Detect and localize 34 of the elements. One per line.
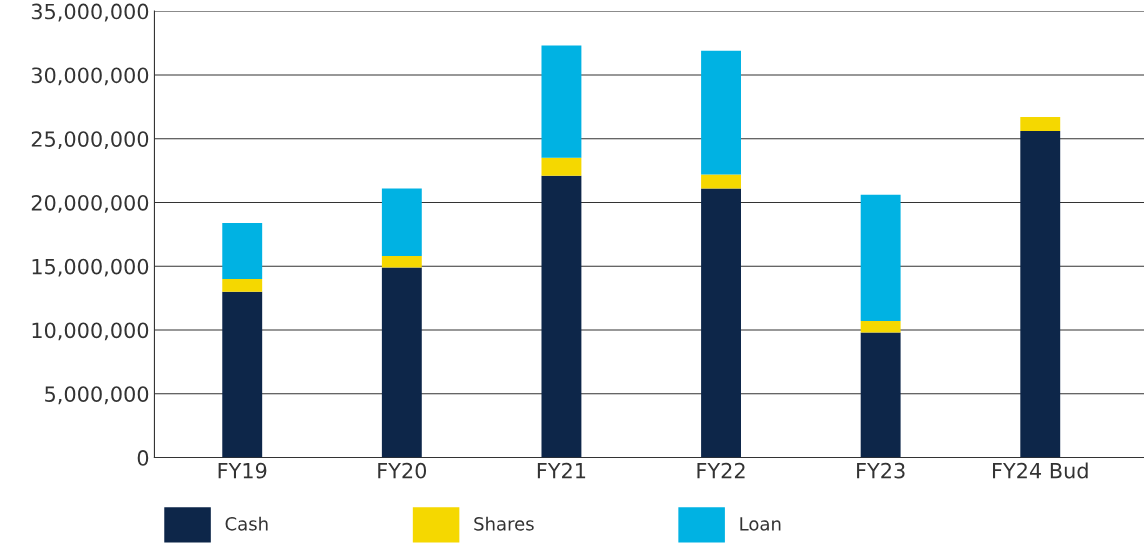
bar <box>701 188 741 458</box>
x-tick-label: FY20 <box>378 462 427 479</box>
bar <box>541 175 582 458</box>
bar <box>1020 131 1061 458</box>
bar <box>1020 117 1061 132</box>
bar <box>222 222 263 279</box>
bar <box>701 50 741 175</box>
bar <box>860 194 901 322</box>
y-tick-label: 10,000,000 <box>32 322 149 341</box>
bar <box>222 279 263 292</box>
y-tick-label: 25,000,000 <box>31 131 149 150</box>
y-tick-label: 0 <box>137 450 149 466</box>
x-tick-label: FY24 Bud <box>993 462 1088 479</box>
bar <box>860 321 901 333</box>
bar <box>701 174 741 189</box>
bar <box>541 157 582 176</box>
x-tick-label: FY21 <box>537 462 586 479</box>
x-tick-label: FY23 <box>857 462 905 479</box>
y-tick-label: 5,000,000 <box>45 386 149 405</box>
legend-label: Loan <box>740 517 781 531</box>
y-tick-label: 20,000,000 <box>31 194 149 213</box>
y-tick-label: 35,000,000 <box>31 3 149 22</box>
legend-label: Shares <box>474 516 534 531</box>
bar <box>381 256 422 268</box>
bar <box>541 45 582 158</box>
y-tick-label: 30,000,000 <box>31 67 149 86</box>
bar <box>860 332 901 458</box>
legend-label: Cash <box>225 516 268 531</box>
bar <box>381 267 422 458</box>
y-tick-label: 15,000,000 <box>32 258 149 277</box>
bar <box>381 188 422 257</box>
x-tick-label: FY19 <box>218 462 267 479</box>
x-tick-label: FY22 <box>697 462 745 479</box>
bar <box>222 291 263 458</box>
